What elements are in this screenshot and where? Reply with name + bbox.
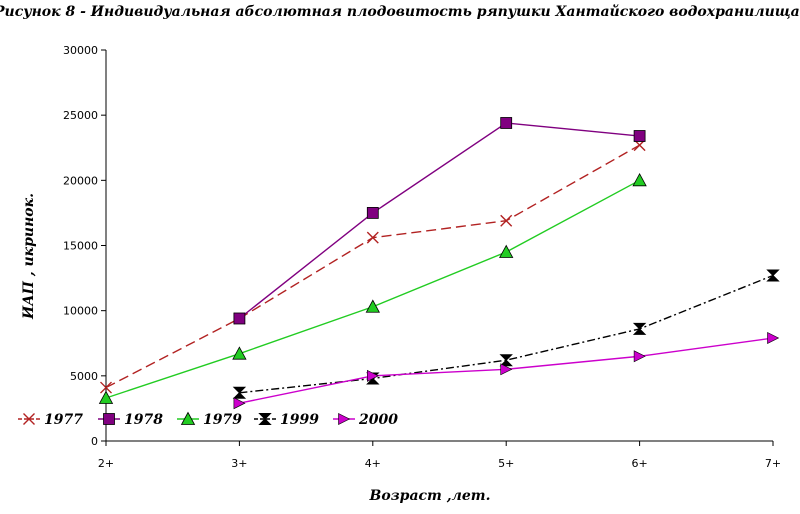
series-1977 bbox=[100, 139, 646, 394]
data-point bbox=[100, 381, 112, 394]
legend-label: 2000 bbox=[358, 412, 398, 428]
data-point bbox=[766, 269, 780, 282]
series-line bbox=[239, 274, 774, 394]
data-point bbox=[500, 117, 513, 129]
data-point bbox=[232, 386, 247, 399]
data-point bbox=[500, 363, 513, 376]
series-2000 bbox=[233, 332, 780, 410]
series-1979 bbox=[98, 172, 647, 404]
x-tick-label: 7+ bbox=[765, 457, 781, 470]
legend-item: 1999 bbox=[254, 412, 319, 428]
data-point bbox=[366, 207, 379, 219]
axes: 0 5000 10000 15000 20000 25000 30000 2+ 3+ 4+ 5+ 6+… bbox=[63, 44, 781, 470]
y-axis-title: ИАП , икринок. bbox=[21, 193, 37, 320]
legend: 1977 1978 1979 1999 2000 bbox=[18, 411, 398, 428]
y-tick-label: 10000 bbox=[63, 305, 98, 318]
data-point bbox=[499, 354, 513, 367]
data-point bbox=[633, 130, 646, 142]
x-tick-label: 5+ bbox=[498, 457, 514, 470]
data-point bbox=[233, 312, 246, 325]
data-point bbox=[500, 214, 513, 227]
data-point bbox=[98, 390, 114, 404]
legend-item: 1977 bbox=[18, 412, 83, 428]
legend-marker bbox=[23, 413, 35, 425]
chart-title: Рисунок 8 - Индивидуальная абсолютная пл… bbox=[0, 4, 800, 20]
x-tick-label: 6+ bbox=[631, 457, 647, 470]
y-tick-label: 25000 bbox=[63, 109, 98, 122]
legend-marker bbox=[180, 411, 196, 425]
x-tick-label: 4+ bbox=[365, 457, 381, 470]
x-tick-label: 3+ bbox=[231, 457, 247, 470]
data-point bbox=[632, 172, 647, 187]
data-point bbox=[767, 332, 780, 345]
legend-item: 1978 bbox=[98, 412, 163, 428]
y-tick-label: 5000 bbox=[70, 370, 98, 383]
series-line bbox=[238, 122, 640, 320]
series-layer bbox=[98, 117, 780, 410]
y-tick-label: 30000 bbox=[63, 44, 98, 57]
legend-label: 1999 bbox=[280, 412, 319, 428]
data-point bbox=[633, 350, 646, 363]
y-tick-label: 0 bbox=[91, 435, 98, 448]
legend-item: 1979 bbox=[177, 411, 242, 428]
y-tick-label: 20000 bbox=[63, 174, 98, 187]
data-point bbox=[499, 244, 514, 258]
y-tick-label: 15000 bbox=[63, 240, 98, 253]
x-axis-title: Возраст ,лет. bbox=[369, 488, 491, 504]
x-tick-label: 2+ bbox=[98, 457, 114, 470]
data-point bbox=[232, 346, 247, 360]
legend-marker bbox=[103, 413, 115, 425]
data-point bbox=[233, 397, 246, 410]
data-point bbox=[366, 231, 379, 244]
legend-marker bbox=[258, 413, 272, 425]
data-point bbox=[366, 369, 379, 382]
series-line bbox=[105, 144, 640, 389]
legend-marker bbox=[338, 413, 351, 425]
data-point bbox=[632, 322, 647, 335]
data-point bbox=[365, 299, 380, 313]
legend-label: 1978 bbox=[124, 412, 163, 428]
legend-label: 1979 bbox=[203, 412, 242, 428]
legend-label: 1977 bbox=[44, 412, 83, 428]
series-1999 bbox=[232, 269, 780, 399]
series-1978 bbox=[233, 117, 646, 325]
legend-item: 2000 bbox=[333, 412, 398, 428]
